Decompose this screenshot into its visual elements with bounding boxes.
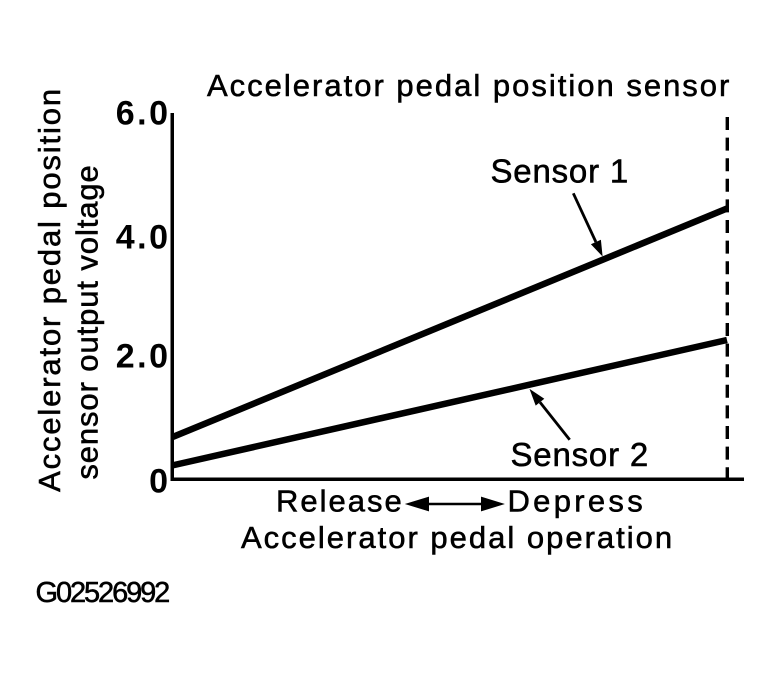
- svg-text:Depress: Depress: [508, 484, 647, 519]
- svg-text:Accelerator pedal position sen: Accelerator pedal position sensor: [207, 68, 731, 103]
- svg-text:sensor output voltage: sensor output voltage: [70, 164, 105, 479]
- svg-text:4.0: 4.0: [116, 218, 171, 256]
- svg-text:6.0: 6.0: [116, 95, 171, 133]
- svg-text:Accelerator pedal position: Accelerator pedal position: [32, 87, 67, 492]
- svg-text:Sensor 1: Sensor 1: [491, 152, 629, 189]
- svg-text:2.0: 2.0: [116, 338, 171, 376]
- svg-text:Release: Release: [276, 484, 404, 519]
- svg-text:0: 0: [149, 463, 168, 501]
- svg-text:Accelerator pedal operation: Accelerator pedal operation: [241, 520, 674, 555]
- svg-text:G02526992: G02526992: [36, 577, 170, 609]
- svg-text:Sensor 2: Sensor 2: [511, 436, 649, 473]
